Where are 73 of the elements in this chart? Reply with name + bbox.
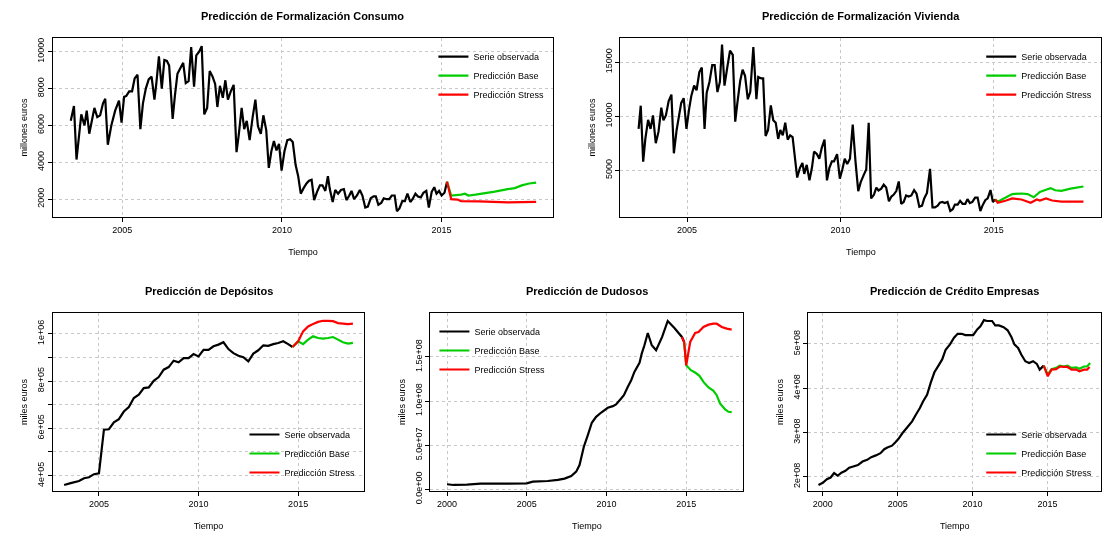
line-series bbox=[69, 45, 449, 213]
legend-label: Serie observada bbox=[473, 52, 539, 63]
y-axis-title: millones euros bbox=[19, 98, 30, 157]
x-tick-label: 2010 bbox=[188, 498, 209, 509]
y-axis-title: miles euros bbox=[397, 378, 408, 426]
y-tick-label: 5.0e+07 bbox=[413, 427, 424, 461]
legend-label: Predicción Base bbox=[1021, 71, 1087, 82]
x-tick-label: 2015 bbox=[676, 498, 697, 509]
legend-label: Serie observada bbox=[284, 429, 351, 440]
y-tick-label: 2e+08 bbox=[791, 462, 802, 488]
y-tick-label: 5000 bbox=[603, 158, 614, 179]
y-axis-title: miles euros bbox=[19, 378, 30, 426]
y-tick-label: 8e+05 bbox=[35, 367, 46, 393]
y-tick-label: 3e+08 bbox=[791, 418, 802, 444]
line-series bbox=[445, 319, 686, 487]
line-series bbox=[637, 43, 997, 213]
x-tick-label: 2010 bbox=[830, 224, 851, 235]
chart-title: Predicción de Dudosos bbox=[526, 285, 649, 297]
line-series bbox=[445, 180, 538, 204]
x-tick-label: 2005 bbox=[677, 224, 698, 235]
x-tick-label: 2005 bbox=[112, 224, 133, 235]
x-axis-title: Tiempo bbox=[939, 520, 970, 531]
x-axis-title: Tiempo bbox=[572, 520, 602, 531]
y-tick-label: 6e+05 bbox=[35, 414, 46, 440]
line-series bbox=[291, 319, 355, 349]
legend-label: Predicción Stress bbox=[474, 365, 545, 376]
x-tick-label: 2010 bbox=[271, 224, 292, 235]
legend-label: Predicción Stress bbox=[1021, 467, 1092, 478]
y-tick-label: 1e+06 bbox=[35, 319, 46, 346]
x-tick-label: 2005 bbox=[88, 498, 109, 509]
legend-label: Predicción Base bbox=[474, 346, 540, 357]
chart-title: Predicción de Depósitos bbox=[145, 285, 274, 297]
x-axis-title: Tiempo bbox=[193, 520, 224, 531]
x-tick-label: 2000 bbox=[812, 498, 833, 509]
y-tick-label: 4000 bbox=[35, 150, 46, 171]
y-tick-label: 10000 bbox=[603, 102, 614, 128]
y-axis-title: miles euros bbox=[775, 378, 786, 426]
y-tick-label: 15000 bbox=[603, 48, 614, 74]
y-tick-label: 1.5e+08 bbox=[413, 339, 424, 372]
y-tick-label: 2000 bbox=[35, 187, 46, 208]
chart-title: Predicción de Crédito Empresas bbox=[870, 285, 1040, 297]
line-series bbox=[680, 322, 733, 367]
chart-title: Predicción de Formalización Consumo bbox=[201, 10, 405, 22]
legend-label: Predicción Stress bbox=[284, 467, 355, 478]
y-axis-title: millones euros bbox=[587, 98, 598, 157]
y-tick-label: 4e+08 bbox=[791, 374, 802, 400]
legend-label: Serie observada bbox=[1021, 429, 1087, 440]
x-tick-label: 2015 bbox=[288, 498, 309, 509]
x-tick-label: 2005 bbox=[887, 498, 908, 509]
legend-label: Predicción Base bbox=[473, 71, 539, 82]
x-tick-label: 2000 bbox=[436, 498, 458, 509]
legend-label: Predicción Stress bbox=[1021, 90, 1092, 101]
y-tick-label: 10000 bbox=[35, 37, 46, 63]
legend-label: Serie observada bbox=[474, 327, 540, 338]
x-tick-label: 2010 bbox=[596, 498, 617, 509]
y-tick-label: 1.0e+08 bbox=[413, 383, 424, 417]
y-tick-label: 6000 bbox=[35, 114, 46, 135]
legend-label: Predicción Stress bbox=[473, 90, 544, 101]
chart-title: Predicción de Formalización Vivienda bbox=[762, 10, 961, 22]
x-tick-label: 2015 bbox=[983, 224, 1004, 235]
x-tick-label: 2005 bbox=[516, 498, 537, 509]
x-tick-label: 2010 bbox=[962, 498, 983, 509]
y-tick-label: 4e+05 bbox=[35, 461, 46, 487]
legend-label: Serie observada bbox=[1021, 52, 1087, 63]
x-tick-label: 2015 bbox=[1037, 498, 1058, 509]
legend-label: Predicción Base bbox=[284, 448, 350, 459]
y-tick-label: 0.0e+00 bbox=[413, 471, 424, 505]
y-tick-label: 5e+08 bbox=[791, 329, 802, 356]
legend-label: Predicción Base bbox=[1021, 448, 1087, 459]
x-tick-label: 2015 bbox=[431, 224, 452, 235]
x-axis-title: Tiempo bbox=[288, 246, 318, 257]
y-tick-label: 8000 bbox=[35, 77, 46, 98]
x-axis-title: Tiempo bbox=[846, 246, 876, 257]
